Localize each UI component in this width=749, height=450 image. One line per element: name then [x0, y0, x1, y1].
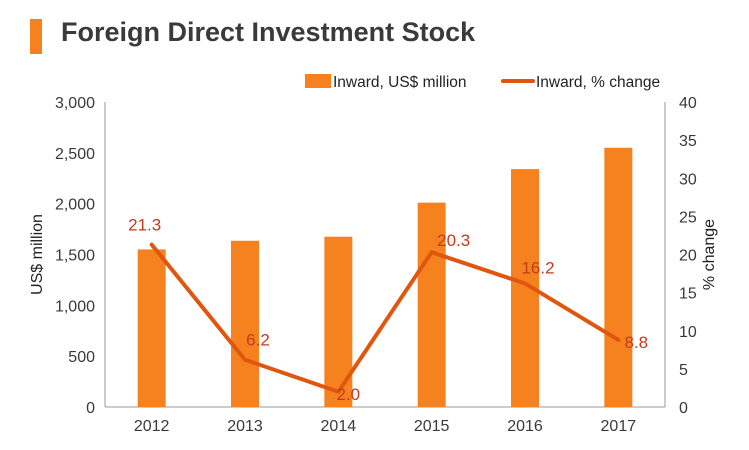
pct-change-label-2014: 2.0 — [337, 385, 361, 404]
bar-2015 — [417, 202, 446, 407]
legend-line-label: Inward, % change — [536, 74, 660, 91]
left-axis-title: US$ million — [29, 214, 46, 295]
bar-2013 — [231, 240, 259, 407]
left-axis-tick-label: 3,000 — [55, 95, 95, 112]
left-axis-tick-label: 2,500 — [55, 146, 95, 163]
right-axis-tick-label: 25 — [679, 209, 697, 226]
chart-title: Foreign Direct Investment Stock — [61, 17, 476, 47]
right-axis-tick-label: 15 — [679, 286, 697, 303]
pct-change-label-2015: 20.3 — [437, 231, 470, 250]
x-axis-tick-label: 2017 — [601, 418, 637, 435]
left-axis-tick-label: 1,500 — [55, 248, 95, 265]
pct-change-label-2013: 6.2 — [246, 331, 270, 350]
left-axis-tick-label: 0 — [86, 400, 95, 417]
x-axis-tick-label: 2014 — [321, 418, 357, 435]
x-axis-tick-label: 2015 — [414, 418, 450, 435]
right-axis-tick-label: 40 — [679, 95, 697, 112]
pct-change-line — [149, 242, 621, 394]
left-axis-tick-label: 500 — [68, 349, 95, 366]
pct-change-label-2017: 8.8 — [625, 333, 649, 352]
bar-2017 — [604, 147, 633, 407]
pct-change-label-2012: 21.3 — [128, 216, 161, 235]
title-accent-bar — [30, 19, 42, 54]
right-axis-title: % change — [701, 219, 718, 290]
bar-2014 — [324, 236, 353, 407]
left-axis-tick-label: 2,000 — [55, 197, 95, 214]
right-axis-tick-label: 0 — [679, 400, 688, 417]
right-axis-tick-label: 30 — [679, 171, 697, 188]
left-axis-tick-label: 1,000 — [55, 298, 95, 315]
right-axis-tick-label: 5 — [679, 362, 688, 379]
right-axis-tick-label: 35 — [679, 133, 697, 150]
legend-bar-swatch — [305, 74, 331, 88]
legend-bar-label: Inward, US$ million — [333, 74, 467, 91]
right-axis-tick-label: 10 — [679, 324, 697, 341]
x-axis-tick-label: 2016 — [507, 418, 543, 435]
x-axis-tick-label: 2012 — [134, 418, 170, 435]
bar-2012 — [137, 249, 166, 407]
pct-change-label-2016: 16.2 — [521, 258, 554, 277]
right-axis-tick-label: 20 — [679, 248, 697, 265]
x-axis-tick-label: 2013 — [227, 418, 263, 435]
